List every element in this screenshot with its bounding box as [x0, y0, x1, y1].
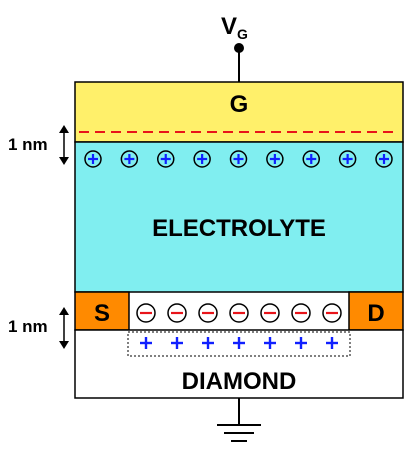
positive-ion-icon: [84, 150, 102, 168]
source-contact: [74, 291, 130, 331]
positive-ion-icon: [266, 150, 284, 168]
hole-plus-icon: [171, 337, 183, 349]
hole-plus-icon: [202, 337, 214, 349]
positive-ion-row: [84, 150, 393, 168]
hole-plus-icon: [140, 337, 152, 349]
diamond-label: DIAMOND: [182, 368, 297, 395]
hole-plus-icon: [264, 337, 276, 349]
positive-ion-icon: [120, 150, 139, 168]
gate-voltage-label: VG: [221, 13, 248, 42]
positive-ion-icon: [375, 150, 393, 168]
positive-ion-icon: [302, 150, 320, 168]
hole-plus-icon: [233, 337, 245, 349]
negative-ion-icon: [229, 303, 249, 323]
hole-plus-icon: [295, 337, 307, 349]
negative-ion-row: [136, 303, 342, 323]
hole-channel-region: [127, 331, 351, 357]
positive-ion-icon: [229, 150, 248, 168]
negative-ion-icon: [198, 303, 218, 323]
negative-ion-icon: [136, 303, 156, 323]
channel-double-layer-thickness-label: 1 nm: [8, 317, 48, 336]
hole-plus-icon: [326, 337, 338, 349]
positive-ion-icon: [157, 150, 175, 168]
drain-label: D: [367, 300, 384, 327]
gate-label: G: [230, 91, 249, 118]
positive-ion-icon: [338, 150, 357, 168]
negative-ion-icon: [291, 303, 311, 323]
hole-row: [140, 337, 338, 349]
ground-icon: [217, 424, 261, 442]
gate-double-layer-thickness-label: 1 nm: [8, 135, 48, 154]
negative-ion-icon: [260, 303, 280, 323]
negative-ion-icon: [322, 303, 342, 323]
channel-double-layer-arrow-icon: [59, 307, 69, 349]
positive-ion-icon: [193, 150, 211, 168]
gate-double-layer-arrow-icon: [59, 125, 69, 165]
source-label: S: [94, 300, 110, 327]
negative-ion-icon: [167, 303, 187, 323]
electrolyte-label: ELECTROLYTE: [152, 215, 326, 242]
